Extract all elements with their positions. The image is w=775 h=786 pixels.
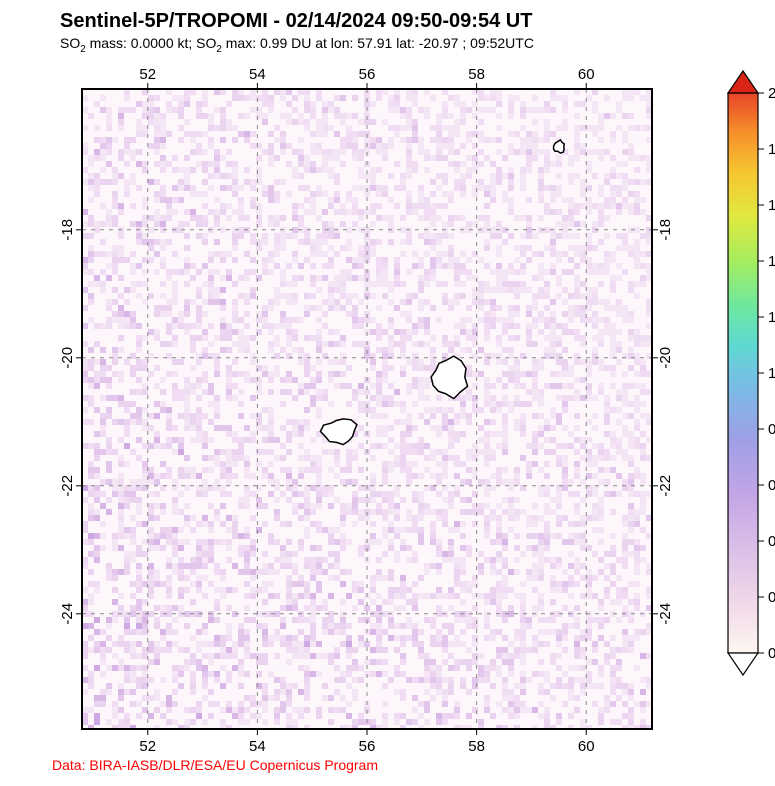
- svg-text:-24: -24: [657, 603, 674, 625]
- svg-text:2.0: 2.0: [768, 85, 775, 102]
- plot-area: 52 52 54 54 56 56 58 58 60 60 -18 -18 -20 -20 -22 -22 -2…: [50, 63, 765, 755]
- map-panel: 52 52 54 54 56 56 58 58 60 60 -18 -18 -20 -20 -22 -22 -2…: [50, 63, 684, 755]
- svg-text:58: 58: [468, 738, 485, 755]
- svg-text:56: 56: [359, 66, 376, 83]
- svg-text:0.8: 0.8: [768, 421, 775, 438]
- svg-text:54: 54: [249, 66, 266, 83]
- svg-text:60: 60: [578, 66, 595, 83]
- data-credit: Data: BIRA-IASB/DLR/ESA/EU Copernicus Pr…: [52, 757, 378, 773]
- svg-text:1.4: 1.4: [768, 253, 775, 270]
- svg-text:1.2: 1.2: [768, 309, 775, 326]
- map-svg: 52 52 54 54 56 56 58 58 60 60 -18 -18 -20 -20 -22 -22 -2…: [50, 63, 684, 755]
- svg-text:-22: -22: [657, 475, 674, 497]
- svg-text:0.6: 0.6: [768, 477, 775, 494]
- chart-title: Sentinel-5P/TROPOMI - 02/14/2024 09:50-0…: [60, 10, 765, 33]
- svg-text:54: 54: [249, 738, 266, 755]
- colorbar-svg: 0.00.20.40.60.81.01.21.41.61.82.0SO2 col…: [724, 63, 775, 683]
- svg-text:56: 56: [359, 738, 376, 755]
- svg-text:-18: -18: [657, 219, 674, 241]
- svg-text:-20: -20: [657, 347, 674, 369]
- svg-text:58: 58: [468, 66, 485, 83]
- svg-text:52: 52: [139, 66, 156, 83]
- chart-subtitle: SO2 mass: 0.0000 kt; SO2 max: 0.99 DU at…: [60, 35, 765, 55]
- svg-text:1.0: 1.0: [768, 365, 775, 382]
- svg-text:1.8: 1.8: [768, 141, 775, 158]
- svg-text:0.4: 0.4: [768, 533, 775, 550]
- svg-text:-18: -18: [59, 219, 76, 241]
- svg-text:0.2: 0.2: [768, 589, 775, 606]
- svg-text:-22: -22: [59, 475, 76, 497]
- svg-text:-24: -24: [59, 603, 76, 625]
- svg-text:-20: -20: [59, 347, 76, 369]
- svg-text:52: 52: [139, 738, 156, 755]
- svg-text:0.0: 0.0: [768, 645, 775, 662]
- svg-text:60: 60: [578, 738, 595, 755]
- svg-text:1.6: 1.6: [768, 197, 775, 214]
- colorbar-panel: 0.00.20.40.60.81.01.21.41.61.82.0SO2 col…: [724, 63, 775, 688]
